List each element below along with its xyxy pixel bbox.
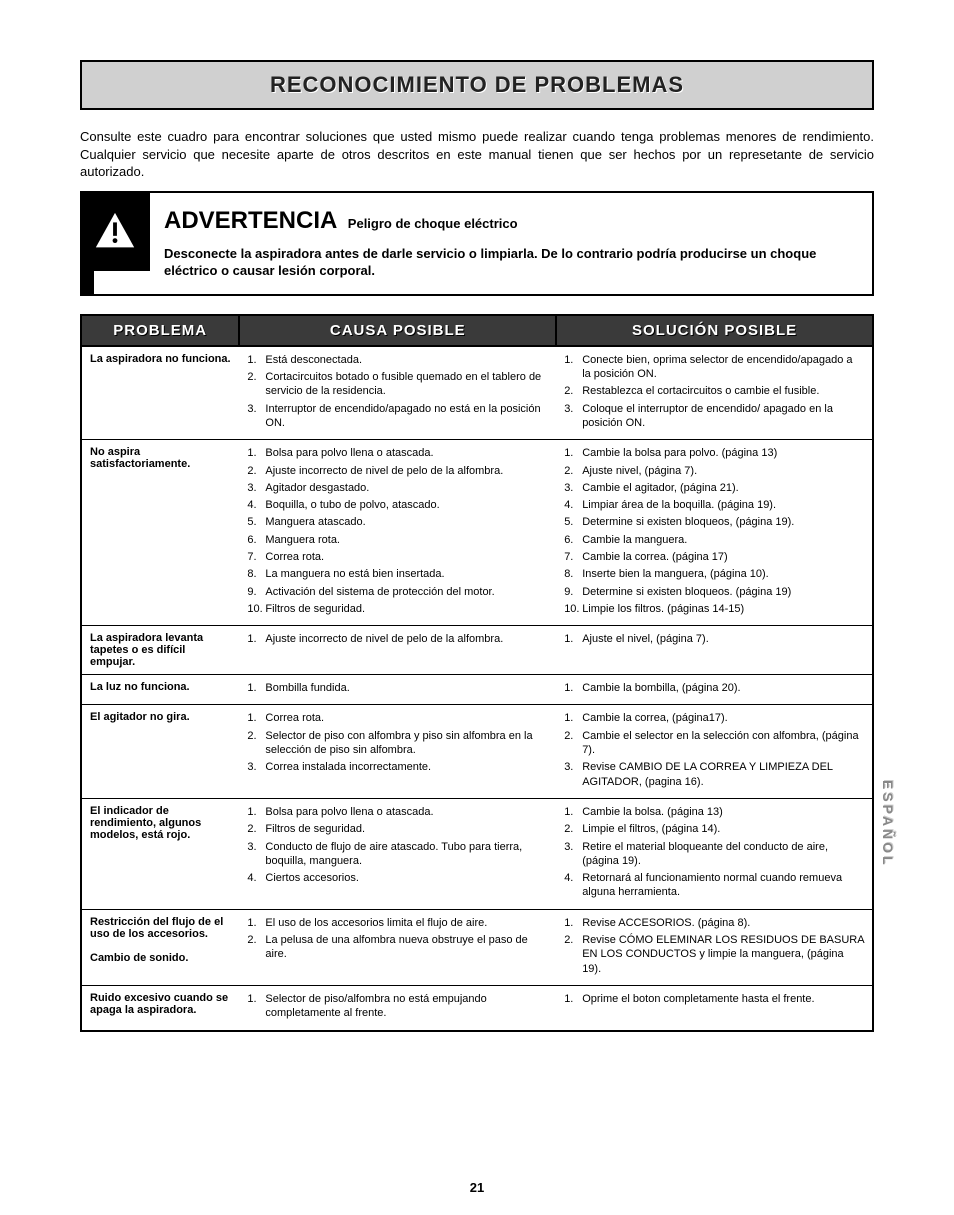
table-row: No aspira satisfactoriamente.1.Bolsa par…	[81, 440, 873, 626]
cause-cell: 1.Correa rota. 2.Selector de piso con alf…	[239, 705, 556, 798]
cause-item: 1.Bombilla fundida.	[247, 681, 548, 695]
solution-item: 1.Cambie la correa, (página17).	[564, 711, 864, 725]
cause-item: 1.Bolsa para polvo llena o atascada.	[247, 805, 548, 819]
cause-item: 10.Filtros de seguridad.	[247, 602, 548, 616]
solution-item: 4.Retornará al funcionamiento normal cua…	[564, 871, 864, 900]
cause-item: 4.Ciertos accesorios.	[247, 871, 548, 885]
solution-cell: 1.Ajuste el nivel, (página 7).	[556, 626, 873, 675]
table-row: El indicador de rendimiento, algunos mod…	[81, 798, 873, 909]
language-tab: ESPAÑOL	[880, 780, 896, 868]
cause-cell: 1.Selector de piso/alfombra no está empu…	[239, 985, 556, 1030]
cause-item: 6.Manguera rota.	[247, 533, 548, 547]
table-row: Ruido excesivo cuando se apaga la aspira…	[81, 985, 873, 1030]
cause-item: 3.Interruptor de encendido/apagado no es…	[247, 402, 548, 431]
solution-cell: 1.Cambie la correa, (página17). 2.Cambie …	[556, 705, 873, 798]
problem-cell: El agitador no gira.	[81, 705, 239, 798]
problem-cell: La luz no funciona.	[81, 675, 239, 705]
cause-item: 2.Ajuste incorrecto de nivel de pelo de …	[247, 464, 548, 478]
cause-item: 1.Correa rota.	[247, 711, 548, 725]
solution-item: 2.Restablezca el cortacircuitos o cambie…	[564, 384, 864, 398]
solution-item: 3.Retire el material bloqueante del cond…	[564, 840, 864, 869]
solution-item: 1.Cambie la bombilla, (página 20).	[564, 681, 864, 695]
page-title: RECONOCIMIENTO DE PROBLEMAS	[80, 60, 874, 110]
cause-item: 1.Selector de piso/alfombra no está empu…	[247, 992, 548, 1021]
solution-item: 2.Cambie el selector en la selección con…	[564, 729, 864, 758]
troubleshoot-table: PROBLEMA CAUSA POSIBLE SOLUCIÓN POSIBLE …	[80, 314, 874, 1032]
warning-title: ADVERTENCIA	[164, 207, 337, 234]
cause-item: 1.Bolsa para polvo llena o atascada.	[247, 446, 548, 460]
cause-item: 1.Está desconectada.	[247, 353, 548, 367]
solution-item: 3.Revise CAMBIO DE LA CORREA Y LIMPIEZA …	[564, 760, 864, 789]
cause-item: 4.Boquilla, o tubo de polvo, atascado.	[247, 498, 548, 512]
solution-item: 2.Limpie el filtros, (página 14).	[564, 822, 864, 836]
solution-item: 1.Oprime el boton completamente hasta el…	[564, 992, 864, 1006]
solution-item: 2.Revise CÓMO ELEMINAR LOS RESIDUOS DE B…	[564, 933, 864, 976]
solution-cell: 1.Conecte bien, oprima selector de encen…	[556, 346, 873, 440]
cause-cell: 1.Bombilla fundida.	[239, 675, 556, 705]
solution-cell: 1.Revise ACCESORIOS. (página 8). 2.Revise…	[556, 909, 873, 985]
solution-item: 1.Conecte bien, oprima selector de encen…	[564, 353, 864, 382]
warning-icon	[80, 193, 150, 271]
solution-item: 7.Cambie la correa. (página 17)	[564, 550, 864, 564]
page-number: 21	[0, 1180, 954, 1195]
cause-cell: 1.El uso de los accesorios limita el flu…	[239, 909, 556, 985]
solution-cell: 1.Cambie la bombilla, (página 20).	[556, 675, 873, 705]
cause-item: 3.Conducto de flujo de aire atascado. Tu…	[247, 840, 548, 869]
cause-item: 7.Correa rota.	[247, 550, 548, 564]
cause-item: 2.Selector de piso con alfombra y piso s…	[247, 729, 548, 758]
table-row: La luz no funciona. 1.Bombilla fundida. 1.…	[81, 675, 873, 705]
problem-cell: La aspiradora no funciona.	[81, 346, 239, 440]
table-row: Restricción del flujo de el uso de los a…	[81, 909, 873, 985]
solution-item: 1.Cambie la bolsa para polvo. (página 13…	[564, 446, 864, 460]
cause-cell: 1.Bolsa para polvo llena o atascada. 2.Aj…	[239, 440, 556, 626]
table-row: El agitador no gira. 1.Correa rota. 2.Sele…	[81, 705, 873, 798]
problem-cell: El indicador de rendimiento, algunos mod…	[81, 798, 239, 909]
header-problem: PROBLEMA	[81, 315, 239, 346]
cause-cell: 1.Ajuste incorrecto de nivel de pelo de …	[239, 626, 556, 675]
warning-box: ADVERTENCIA Peligro de choque eléctrico …	[80, 191, 874, 296]
cause-item: 8.La manguera no está bien insertada.	[247, 567, 548, 581]
solution-cell: 1.Cambie la bolsa. (página 13) 2.Limpie e…	[556, 798, 873, 909]
cause-item: 9.Activación del sistema de protección d…	[247, 585, 548, 599]
problem-cell: Ruido excesivo cuando se apaga la aspira…	[81, 985, 239, 1030]
header-solution: SOLUCIÓN POSIBLE	[556, 315, 873, 346]
table-row: La aspiradora levanta tapetes o es difíc…	[81, 626, 873, 675]
cause-item: 2.La pelusa de una alfombra nueva obstru…	[247, 933, 548, 962]
solution-item: 2.Ajuste nivel, (página 7).	[564, 464, 864, 478]
solution-item: 6.Cambie la manguera.	[564, 533, 864, 547]
solution-item: 9.Determine si existen bloqueos. (página…	[564, 585, 864, 599]
solution-item: 1.Ajuste el nivel, (página 7).	[564, 632, 864, 646]
cause-item: 2.Filtros de seguridad.	[247, 822, 548, 836]
cause-item: 1.Ajuste incorrecto de nivel de pelo de …	[247, 632, 548, 646]
warning-subtitle: Peligro de choque eléctrico	[348, 216, 518, 231]
table-row: La aspiradora no funciona.1.Está descone…	[81, 346, 873, 440]
cause-cell: 1.Está desconectada. 2.Cortacircuitos bot…	[239, 346, 556, 440]
solution-cell: 1.Oprime el boton completamente hasta el…	[556, 985, 873, 1030]
cause-cell: 1.Bolsa para polvo llena o atascada. 2.Fi…	[239, 798, 556, 909]
cause-item: 2.Cortacircuitos botado o fusible quemad…	[247, 370, 548, 399]
cause-item: 3.Agitador desgastado.	[247, 481, 548, 495]
intro-paragraph: Consulte este cuadro para encontrar solu…	[80, 128, 874, 181]
header-cause: CAUSA POSIBLE	[239, 315, 556, 346]
cause-item: 5.Manguera atascado.	[247, 515, 548, 529]
solution-cell: 1.Cambie la bolsa para polvo. (página 13…	[556, 440, 873, 626]
solution-item: 5.Determine si existen bloqueos, (página…	[564, 515, 864, 529]
cause-item: 3.Correa instalada incorrectamente.	[247, 760, 548, 774]
solution-item: 1.Revise ACCESORIOS. (página 8).	[564, 916, 864, 930]
solution-item: 1.Cambie la bolsa. (página 13)	[564, 805, 864, 819]
solution-item: 3.Cambie el agitador, (página 21).	[564, 481, 864, 495]
solution-item: 8.Inserte bien la manguera, (página 10).	[564, 567, 864, 581]
problem-cell: Restricción del flujo de el uso de los a…	[81, 909, 239, 985]
problem-cell: La aspiradora levanta tapetes o es difíc…	[81, 626, 239, 675]
cause-item: 1.El uso de los accesorios limita el flu…	[247, 916, 548, 930]
solution-item: 3.Coloque el interruptor de encendido/ a…	[564, 402, 864, 431]
solution-item: 10.Limpie los filtros. (páginas 14-15)	[564, 602, 864, 616]
warning-body: Desconecte la aspiradora antes de darle …	[164, 245, 852, 280]
solution-item: 4.Limpiar área de la boquilla. (página 1…	[564, 498, 864, 512]
problem-cell: No aspira satisfactoriamente.	[81, 440, 239, 626]
